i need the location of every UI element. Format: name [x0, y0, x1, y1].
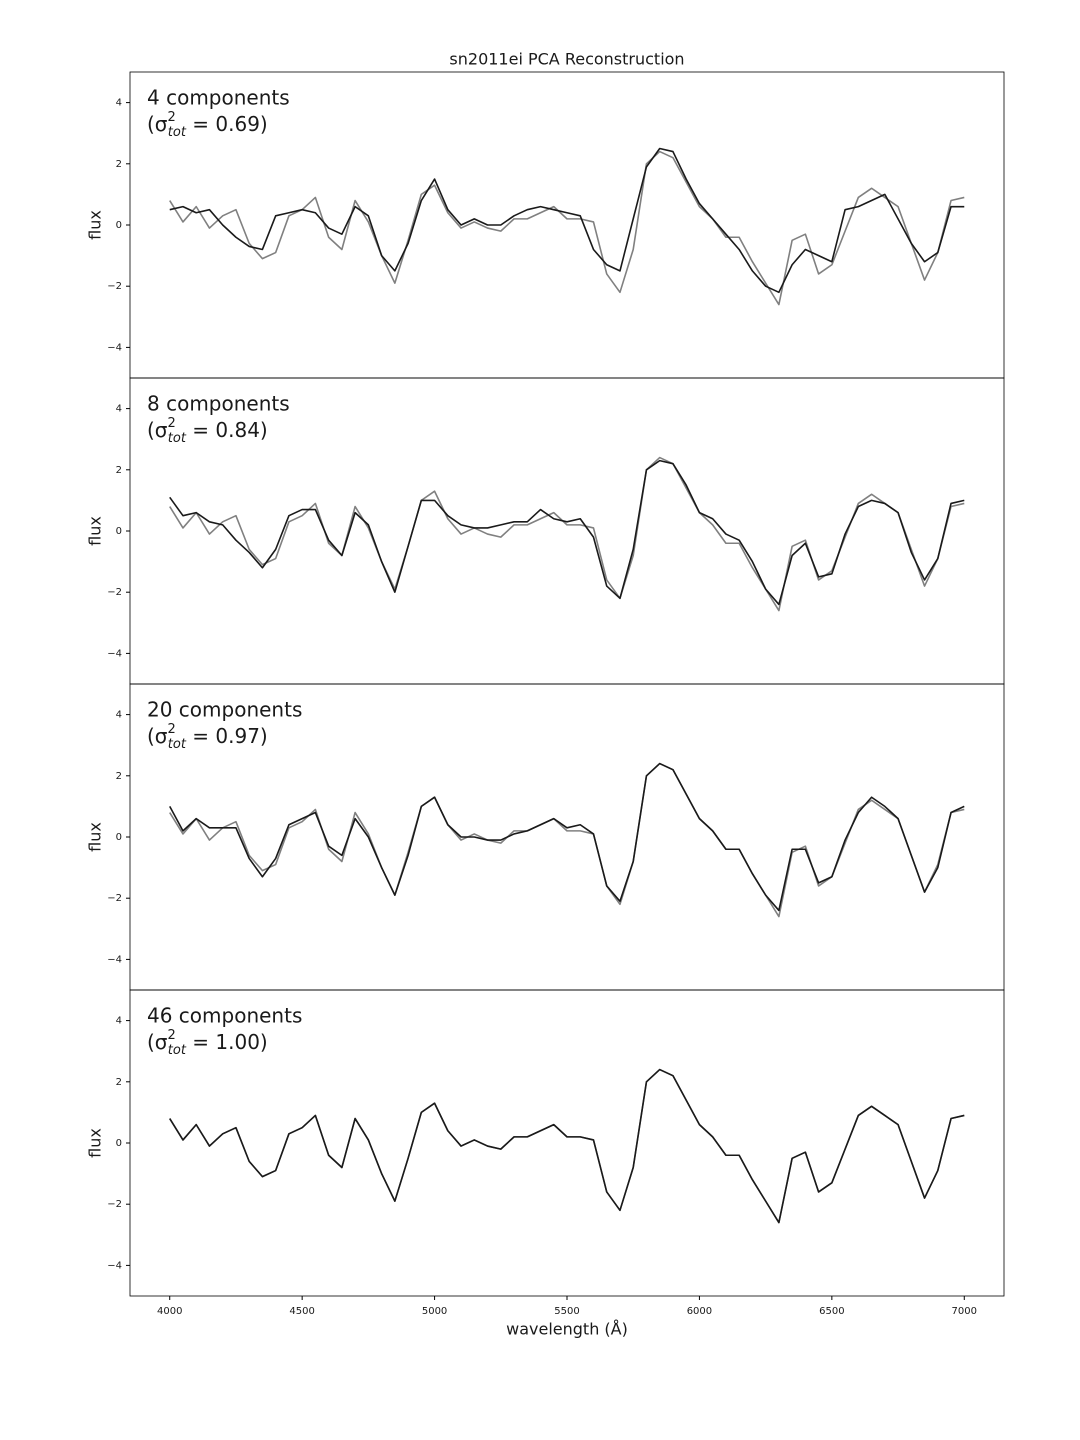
y-tick-label: 0 — [116, 220, 122, 231]
y-tick-label: 4 — [116, 1016, 122, 1027]
series-line — [169, 150, 965, 306]
x-axis-label: wavelength (Å) — [506, 1320, 628, 1339]
x-tick-label: 4500 — [289, 1306, 314, 1317]
y-tick-label: −2 — [107, 1199, 122, 1210]
sigma-label: (σ2 tot = 0.97) — [147, 722, 268, 752]
x-tick-label: 6000 — [687, 1306, 712, 1317]
y-tick-label: 0 — [116, 526, 122, 537]
y-tick-label: −4 — [107, 1260, 122, 1271]
y-tick-label: 2 — [116, 465, 122, 476]
sigma-rest: = 0.97) — [186, 724, 268, 748]
sigma-rest: = 1.00) — [186, 1030, 268, 1054]
sigma-label: (σ2 tot = 0.69) — [147, 110, 268, 140]
y-tick-label: −2 — [107, 281, 122, 292]
series-line — [169, 456, 965, 612]
sigma-open: (σ — [147, 724, 168, 748]
y-tick-label: −2 — [107, 587, 122, 598]
y-tick-label: 0 — [116, 1138, 122, 1149]
sigma-label: (σ2 tot = 1.00) — [147, 1028, 268, 1058]
annotation: 20 components — [147, 698, 302, 722]
chart-title: sn2011ei PCA Reconstruction — [449, 50, 684, 69]
x-tick-label: 7000 — [952, 1306, 977, 1317]
x-tick-label: 6500 — [819, 1306, 844, 1317]
y-axis-label: flux — [86, 516, 105, 546]
sigma-sup: 2 — [167, 416, 175, 431]
series-line — [169, 147, 965, 294]
x-tick-label: 5500 — [554, 1306, 579, 1317]
y-tick-label: 0 — [116, 832, 122, 843]
sigma-sup: 2 — [167, 722, 175, 737]
sigma-open: (σ — [147, 418, 168, 442]
y-tick-label: 2 — [116, 1077, 122, 1088]
y-tick-label: −4 — [107, 648, 122, 659]
series-line — [169, 1068, 965, 1224]
x-tick-label: 4000 — [157, 1306, 182, 1317]
annotation: 4 components — [147, 86, 290, 110]
series-line — [169, 1068, 965, 1224]
y-tick-label: 4 — [116, 404, 122, 415]
y-tick-label: 4 — [116, 98, 122, 109]
sigma-sup: 2 — [167, 110, 175, 125]
sigma-sub: tot — [168, 737, 187, 752]
y-tick-label: 4 — [116, 710, 122, 721]
sigma-open: (σ — [147, 112, 168, 136]
sigma-sup: 2 — [167, 1028, 175, 1043]
sigma-rest: = 0.84) — [186, 418, 268, 442]
x-tick-label: 5000 — [422, 1306, 447, 1317]
y-axis-label: flux — [86, 1128, 105, 1158]
sigma-sub: tot — [168, 125, 187, 140]
sigma-open: (σ — [147, 1030, 168, 1054]
y-tick-label: −2 — [107, 893, 122, 904]
series-line — [169, 459, 965, 606]
y-tick-label: 2 — [116, 771, 122, 782]
plot-frame — [129, 989, 1005, 1297]
y-tick-label: −4 — [107, 342, 122, 353]
annotation: 46 components — [147, 1004, 302, 1028]
series-line — [169, 762, 965, 912]
annotation: 8 components — [147, 392, 290, 416]
sigma-sub: tot — [168, 1043, 187, 1058]
y-axis-label: flux — [86, 822, 105, 852]
y-tick-label: −4 — [107, 954, 122, 965]
sigma-label: (σ2 tot = 0.84) — [147, 416, 268, 446]
sigma-rest: = 0.69) — [186, 112, 268, 136]
y-tick-label: 2 — [116, 159, 122, 170]
y-axis-label: flux — [86, 210, 105, 240]
sigma-sub: tot — [168, 431, 187, 446]
